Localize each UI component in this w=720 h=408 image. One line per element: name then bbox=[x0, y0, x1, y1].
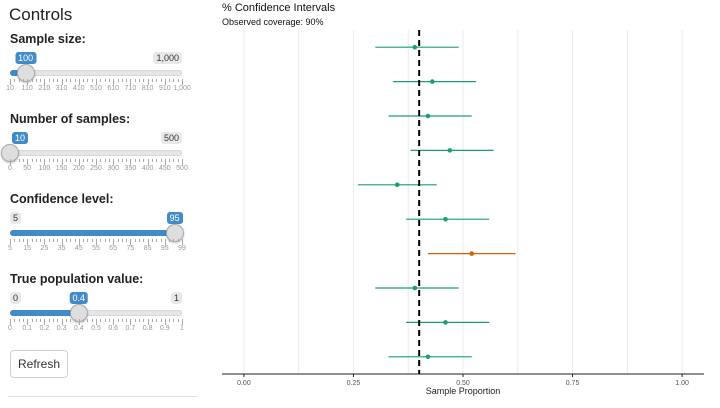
control-label-0: Sample size: bbox=[10, 32, 86, 46]
slider-max-badge: 1,000 bbox=[153, 52, 182, 64]
slider-tick-label: 55 bbox=[92, 245, 100, 252]
slider-tick-label: 500 bbox=[176, 165, 188, 172]
interval-point bbox=[443, 216, 448, 222]
chart-subtitle: Observed coverage: 90% bbox=[222, 17, 324, 27]
interval-point bbox=[425, 354, 431, 360]
slider-tick-label: 15 bbox=[23, 245, 32, 252]
slider-tick-label: 610 bbox=[107, 85, 120, 92]
slider-tick-label: 100 bbox=[38, 165, 51, 172]
slider-value-badge: 100 bbox=[15, 52, 37, 64]
slider-tick-label: 210 bbox=[38, 85, 51, 92]
slider-tick-labels: 0 50 100 150 200 250 300 350 400 450 500 bbox=[8, 165, 188, 175]
slider-tick-label: 450 bbox=[158, 165, 171, 172]
slider-track[interactable] bbox=[10, 70, 182, 76]
interval-point bbox=[394, 182, 400, 188]
slider-tick-label: 99 bbox=[178, 245, 186, 252]
ci-chart: % Confidence Intervals Observed coverage… bbox=[220, 0, 720, 408]
slider-tick-label: 250 bbox=[90, 165, 102, 172]
slider-tick-label: 710 bbox=[124, 85, 137, 92]
slider-min-badge: 0 bbox=[10, 292, 22, 304]
slider-tick-label: 300 bbox=[107, 165, 120, 172]
slider-tick-label: 10 bbox=[6, 85, 14, 92]
slider-ticks bbox=[10, 319, 183, 325]
slider-fill bbox=[10, 310, 79, 316]
slider-fill bbox=[10, 230, 175, 236]
slider-tick-label: 310 bbox=[55, 85, 68, 92]
slider-tick-label: 410 bbox=[72, 85, 85, 92]
slider-tick-label: 510 bbox=[90, 85, 102, 92]
slider-1[interactable]: 500 10 0 50 100 150 200 250 300 350 400 450 500 bbox=[1, 132, 188, 175]
slider-tick-label: 75 bbox=[126, 245, 135, 252]
slider-tick-label: 0.5 bbox=[91, 325, 101, 332]
slider-tick-label: 50 bbox=[23, 165, 32, 172]
slider-tick-label: 0.7 bbox=[125, 325, 136, 332]
slider-tick-label: 45 bbox=[74, 245, 83, 252]
slider-ticks bbox=[10, 79, 183, 85]
slider-tick-label: 65 bbox=[109, 245, 118, 252]
slider-tick-label: 200 bbox=[72, 165, 85, 172]
slider-tick-label: 0.4 bbox=[73, 325, 84, 332]
interval-point bbox=[425, 113, 431, 119]
interval-point bbox=[443, 320, 448, 325]
x-tick-label: 0.00 bbox=[237, 380, 251, 387]
slider-ticks bbox=[10, 159, 183, 165]
sidebar-title: Controls bbox=[9, 5, 73, 24]
control-label-1: Number of samples: bbox=[10, 112, 131, 126]
refresh-button[interactable]: Refresh bbox=[10, 350, 68, 378]
slider-tick-labels: 0 0.1 0.2 0.3 0.4 0.5 0.6 0.7 0.8 0.9 1 bbox=[8, 325, 184, 335]
slider-tick-label: 0.1 bbox=[22, 325, 33, 332]
slider-tick-label: 350 bbox=[124, 165, 137, 172]
slider-value-badge: 0.4 bbox=[69, 292, 89, 304]
slider-tick-label: 1,000 bbox=[173, 85, 191, 92]
slider-tick-labels: 10 110 210 310 410 510 610 710 810 910 1,000 bbox=[6, 85, 191, 95]
slider-tick-label: 0.6 bbox=[108, 325, 119, 332]
slider-tick-label: 910 bbox=[158, 85, 171, 92]
slider-value-badge: 10 bbox=[11, 132, 29, 144]
slider-3[interactable]: 0 1 0.4 0 0.1 0.2 0.3 0.4 0.5 0.6 0.7 0.8 0.9 1 bbox=[8, 292, 184, 335]
interval-point bbox=[412, 44, 418, 50]
slider-max-badge: 500 bbox=[160, 132, 182, 144]
slider-tick-label: 0 bbox=[8, 325, 12, 332]
slider-tick-label: 0.9 bbox=[159, 325, 170, 332]
interval-point bbox=[469, 251, 475, 256]
slider-tick-label: 0.3 bbox=[56, 325, 67, 332]
x-tick-label: 0.50 bbox=[456, 380, 470, 387]
slider-2[interactable]: 5 95 5 15 25 35 45 55 65 75 85 95 99 bbox=[8, 212, 186, 255]
slider-tick-label: 95 bbox=[160, 245, 169, 252]
x-tick-label: 0.75 bbox=[566, 380, 580, 387]
slider-tick-label: 0.2 bbox=[39, 325, 50, 332]
interval-point bbox=[447, 148, 453, 153]
slider-value-badge: 95 bbox=[166, 212, 183, 224]
slider-tick-label: 85 bbox=[143, 245, 152, 252]
plot-area: 0.00 0.25 0.50 0.75 1.00 Sample Proportion bbox=[222, 30, 704, 396]
chart-title: % Confidence Intervals bbox=[222, 2, 336, 14]
slider-ticks bbox=[10, 239, 183, 245]
sidebar-divider bbox=[8, 396, 198, 397]
slider-handle[interactable] bbox=[165, 224, 184, 242]
slider-tick-label: 5 bbox=[8, 245, 12, 252]
slider-tick-label: 1 bbox=[180, 325, 184, 332]
slider-min-badge: 5 bbox=[10, 212, 22, 224]
slider-tick-label: 400 bbox=[141, 165, 154, 172]
interval-point bbox=[430, 79, 435, 84]
slider-tick-label: 110 bbox=[21, 85, 33, 92]
slider-tick-label: 0.8 bbox=[142, 325, 153, 332]
slider-tick-label: 35 bbox=[57, 245, 66, 252]
x-axis-label: Sample Proportion bbox=[426, 386, 501, 396]
slider-track[interactable] bbox=[10, 150, 182, 156]
control-label-2: Confidence level: bbox=[10, 192, 114, 206]
slider-tick-label: 0 bbox=[8, 165, 12, 172]
interval-point bbox=[412, 285, 418, 291]
slider-max-badge: 1 bbox=[170, 292, 182, 304]
slider-handle[interactable] bbox=[16, 64, 35, 82]
slider-tick-label: 150 bbox=[55, 165, 68, 172]
x-tick-label: 0.25 bbox=[347, 380, 361, 387]
slider-tick-label: 25 bbox=[40, 245, 49, 252]
control-label-3: True population value: bbox=[10, 272, 144, 286]
slider-tick-labels: 5 15 25 35 45 55 65 75 85 95 99 bbox=[8, 245, 186, 255]
x-tick-label: 1.00 bbox=[675, 380, 689, 387]
slider-tick-label: 810 bbox=[141, 85, 154, 92]
